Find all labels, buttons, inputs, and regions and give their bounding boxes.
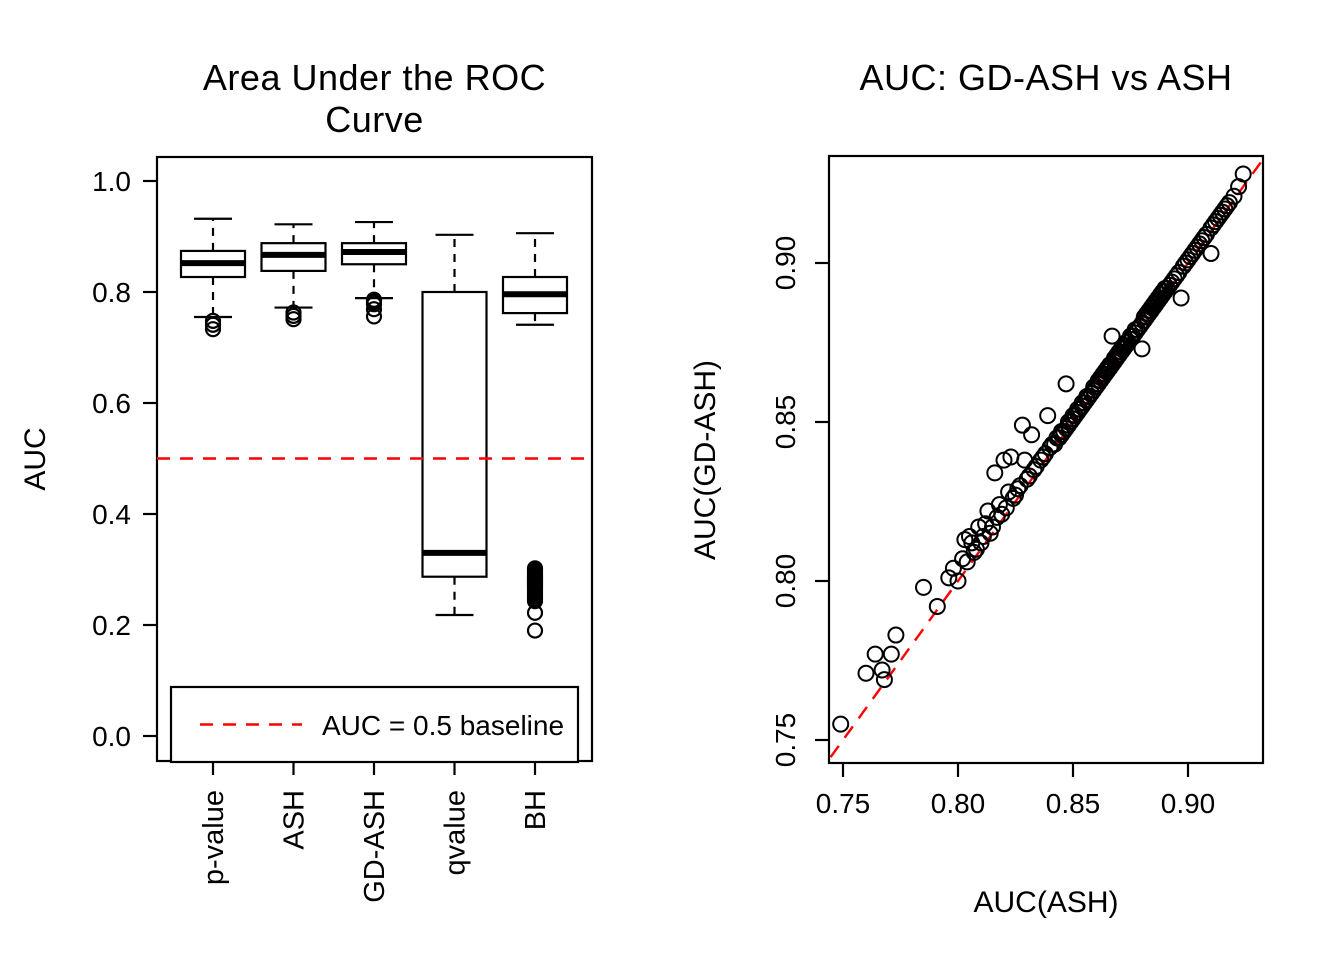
scatter-point: [1103, 327, 1121, 345]
right-y-axis-label: AUC(GD-ASH): [689, 360, 722, 560]
left-y-tick-label: 0.6: [92, 388, 131, 419]
right-y-tick-label: 0.90: [770, 236, 801, 291]
left-y-axis-label: AUC: [19, 427, 52, 491]
left-y-tick-label: 0.2: [92, 610, 131, 641]
right-y-tick-label: 0.85: [770, 395, 801, 450]
scatter-point: [984, 518, 1001, 536]
scatter-point: [875, 671, 893, 689]
legend-box: [169, 685, 580, 764]
right-chart-title: AUC: GD-ASH vs ASH: [859, 57, 1233, 98]
left-y-tick-label: 0.8: [92, 277, 131, 308]
right-y-tick-label: 0.75: [770, 713, 801, 768]
scatter-point: [1004, 489, 1022, 507]
identity-line: [829, 159, 1264, 758]
right-x-tick-label: 0.75: [816, 788, 871, 819]
scatter-point: [1023, 426, 1041, 444]
scatter-point: [1202, 244, 1220, 262]
outlier-point: [526, 604, 544, 621]
scatter-point: [1234, 165, 1252, 183]
scatter-point: [1009, 480, 1027, 498]
right-x-axis-label: AUC(ASH): [973, 886, 1119, 919]
category-label: ASH: [279, 790, 311, 850]
left-y-tick-label: 1.0: [92, 166, 131, 197]
outlier-point: [285, 311, 302, 328]
right-x-tick-label: 0.90: [1161, 788, 1216, 819]
scatter-point: [857, 664, 875, 682]
scatter-point: [949, 572, 967, 590]
category-label: p-value: [198, 790, 230, 885]
scatter-point: [882, 645, 900, 663]
scatter-point: [928, 597, 946, 615]
outlier-point: [365, 296, 383, 313]
scatter-point: [866, 645, 884, 663]
outlier-point: [526, 593, 544, 610]
left-chart-title: Area Under the ROC Curve: [202, 57, 547, 140]
right-y-tick-label: 0.80: [770, 554, 801, 609]
outlier-point: [365, 301, 383, 318]
outlier-point: [365, 308, 383, 325]
scatter-point: [1225, 187, 1243, 205]
scatter-point: [1057, 375, 1075, 393]
category-label: BH: [520, 790, 552, 830]
left-y-tick-label: 0.0: [92, 721, 131, 752]
category-label: qvalue: [440, 790, 472, 875]
scatter-point: [986, 464, 1004, 482]
scatter-point: [873, 661, 891, 679]
box-qvalue: [421, 290, 488, 578]
scatter-point: [988, 508, 1006, 526]
right-plot-border: [827, 154, 1265, 765]
right-x-tick-label: 0.80: [931, 788, 986, 819]
scatter-point: [832, 715, 850, 733]
category-label: GD-ASH: [359, 790, 391, 903]
scatter-point: [940, 569, 958, 587]
scatter-point: [1172, 289, 1190, 307]
scatter-point: [1039, 407, 1057, 425]
scatter-point: [1013, 416, 1031, 434]
right-x-tick-label: 0.85: [1046, 788, 1101, 819]
outlier-point: [526, 622, 544, 639]
scatter-point: [915, 578, 932, 596]
baseline-legend-label: AUC = 0.5 baseline: [322, 710, 565, 741]
scatter-point: [1133, 340, 1151, 358]
outlier-point: [204, 316, 222, 333]
outlier-point: [204, 321, 222, 338]
scatter-point: [1016, 451, 1034, 469]
scatter-point: [887, 626, 905, 644]
left-y-tick-label: 0.4: [92, 499, 131, 530]
